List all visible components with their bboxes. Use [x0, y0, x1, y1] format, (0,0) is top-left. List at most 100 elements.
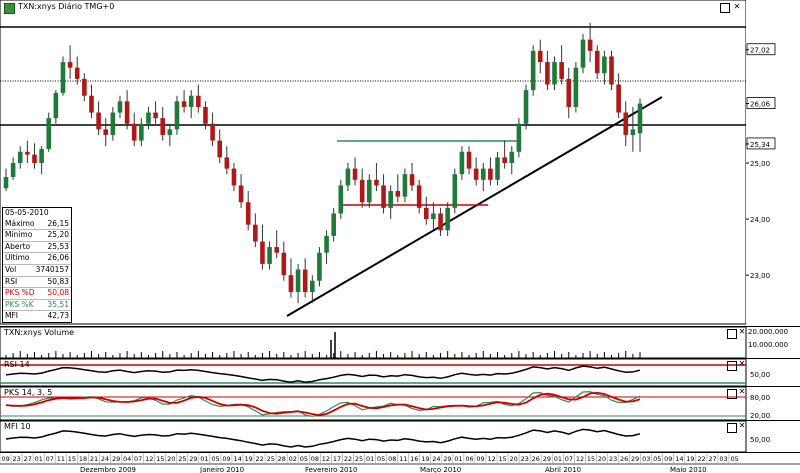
candle-body[interactable] [466, 151, 472, 169]
candle-body[interactable] [495, 157, 500, 180]
close-icon[interactable]: ✕ [733, 2, 741, 11]
candle-body[interactable] [352, 168, 358, 180]
candle-body[interactable] [317, 252, 322, 281]
candle-body[interactable] [480, 168, 486, 180]
candle-body[interactable] [25, 151, 30, 155]
candle-body[interactable] [3, 177, 9, 189]
candle-body[interactable] [231, 168, 237, 186]
candle-body[interactable] [217, 140, 223, 158]
mfi-close-icon[interactable]: ✕ [738, 421, 746, 430]
candle-body[interactable] [445, 207, 450, 231]
candle-body[interactable] [167, 129, 173, 135]
candle-body[interactable] [260, 241, 265, 264]
candle-body[interactable] [359, 179, 365, 203]
candle-body[interactable] [502, 157, 507, 163]
candle-body[interactable] [310, 280, 315, 292]
rsi-maximize-icon[interactable] [727, 361, 737, 371]
candle-body[interactable] [67, 62, 73, 68]
candle-body[interactable] [438, 213, 443, 231]
candle-body[interactable] [367, 179, 372, 203]
candle-body[interactable] [416, 185, 422, 208]
candle-body[interactable] [594, 50, 600, 74]
rsi-close-icon[interactable]: ✕ [738, 359, 746, 368]
candle-body[interactable] [637, 103, 643, 134]
candle-body[interactable] [53, 92, 59, 119]
candle-body[interactable] [452, 174, 458, 208]
candle-body[interactable] [331, 213, 336, 236]
candle-body[interactable] [630, 129, 636, 135]
candle-body[interactable] [338, 185, 344, 214]
candle-body[interactable] [602, 56, 607, 74]
volume-pane[interactable]: 20.000.000 10.000.000 TXN:xnys Volume ✕ [0, 326, 800, 359]
candle-body[interactable] [210, 123, 215, 141]
pks-close-icon[interactable]: ✕ [738, 387, 746, 396]
mfi-pane[interactable]: 50,00 MFI 10 ✕ [0, 420, 800, 453]
candle-body[interactable] [82, 78, 87, 96]
volume-chart[interactable]: 20.000.000 10.000.000 [0, 327, 800, 359]
candle-body[interactable] [74, 67, 80, 79]
maximize-icon[interactable] [720, 3, 730, 13]
candle-body[interactable] [17, 151, 23, 163]
candle-body[interactable] [402, 174, 408, 197]
candle-body[interactable] [160, 118, 166, 135]
candle-body[interactable] [60, 62, 66, 93]
price-chart[interactable]: 27,02 26,06 25,34 25,00 24,00 23,00 [0, 0, 800, 326]
candle-body[interactable] [96, 112, 101, 130]
candle-body[interactable] [139, 123, 144, 141]
candle-body[interactable] [238, 185, 244, 203]
candle-body[interactable] [39, 148, 44, 163]
candle-body[interactable] [103, 129, 109, 135]
candle-body[interactable] [409, 174, 415, 186]
volume-maximize-icon[interactable] [727, 329, 737, 339]
candle-body[interactable] [124, 101, 130, 124]
candle-body[interactable] [295, 269, 301, 292]
candle-body[interactable] [423, 207, 429, 220]
candle-body[interactable] [274, 247, 279, 253]
candle-body[interactable] [89, 95, 94, 113]
candle-body[interactable] [181, 101, 187, 107]
trendline[interactable] [286, 96, 663, 317]
candle-body[interactable] [374, 179, 379, 186]
candle-body[interactable] [388, 191, 393, 208]
candle-body[interactable] [302, 269, 308, 292]
price-pane[interactable]: 27,02 26,06 25,34 25,00 24,00 23,00 TXN:xnys … [0, 0, 800, 326]
candle-body[interactable] [46, 118, 52, 149]
candle-body[interactable] [509, 151, 515, 163]
candle-body[interactable] [573, 67, 579, 107]
candle-body[interactable] [117, 101, 123, 113]
candle-body[interactable] [516, 123, 522, 152]
mfi-maximize-icon[interactable] [727, 423, 737, 433]
candle-body[interactable] [431, 213, 436, 220]
candle-body[interactable] [146, 112, 151, 124]
candle-body[interactable] [623, 112, 629, 135]
candle-body[interactable] [324, 235, 329, 253]
candle-body[interactable] [224, 157, 230, 169]
candle-body[interactable] [609, 56, 614, 85]
candle-body[interactable] [537, 50, 543, 63]
pks-chart[interactable]: 80,00 20,00 [0, 387, 800, 421]
candle-body[interactable] [10, 163, 16, 178]
candle-body[interactable] [110, 112, 116, 135]
candle-body[interactable] [530, 50, 536, 91]
candle-body[interactable] [587, 39, 593, 51]
candle-body[interactable] [281, 252, 287, 276]
candle-body[interactable] [203, 106, 208, 124]
candle-body[interactable] [523, 90, 529, 124]
candle-body[interactable] [559, 62, 564, 79]
candle-body[interactable] [488, 168, 493, 180]
pks-maximize-icon[interactable] [727, 389, 737, 399]
candle-body[interactable] [545, 62, 550, 85]
mfi-chart[interactable]: 50,00 [0, 421, 800, 453]
candle-body[interactable] [459, 151, 465, 175]
volume-close-icon[interactable]: ✕ [738, 327, 746, 336]
candle-body[interactable] [174, 101, 180, 130]
candle-body[interactable] [580, 39, 586, 68]
candle-body[interactable] [267, 247, 272, 264]
candle-body[interactable] [395, 191, 401, 197]
rsi-chart[interactable]: 50,00 [0, 359, 800, 387]
candle-body[interactable] [245, 202, 251, 225]
candle-body[interactable] [288, 275, 294, 292]
candle-body[interactable] [188, 95, 194, 107]
candle-body[interactable] [616, 84, 621, 113]
candle-body[interactable] [381, 185, 386, 208]
